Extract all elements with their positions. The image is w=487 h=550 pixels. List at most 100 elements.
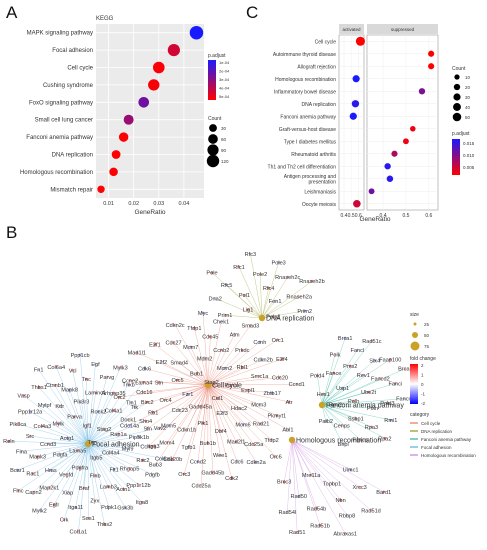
panel-a-category-label: Cushing syndrome — [43, 83, 94, 89]
network-edge — [207, 375, 260, 386]
gene-label: Bripl — [338, 442, 349, 448]
gene-label: Flnb — [90, 474, 101, 480]
gene-node — [295, 382, 299, 386]
gene-label: Rev1 — [357, 373, 370, 379]
gene-label: Prim2 — [297, 309, 312, 315]
gene-label: Pdgfb — [145, 472, 160, 478]
network-edge — [225, 315, 263, 319]
panel-c-facet-panel — [366, 34, 439, 211]
gene-node — [73, 415, 76, 418]
gene-node — [277, 261, 280, 264]
gene-label: Sos1 — [82, 516, 95, 522]
pathway-hub-node — [288, 436, 296, 444]
gene-label: Igf1 — [83, 424, 92, 430]
network-edge — [321, 404, 373, 409]
gene-node — [201, 311, 205, 315]
network-edge — [207, 321, 222, 386]
gene-label: Polh — [348, 399, 359, 405]
network-edge — [54, 385, 89, 445]
gene-node — [199, 483, 203, 487]
network-edge — [321, 400, 354, 406]
network-edge — [18, 443, 89, 491]
gene-node — [318, 524, 322, 527]
gene-label: Rnaseh2a — [286, 295, 312, 301]
panel-b-size-tick: 25 — [424, 322, 430, 327]
gene-label: Itga3 — [147, 444, 159, 450]
panel-a-dot — [111, 150, 121, 159]
gene-label: Parva — [67, 415, 83, 421]
network-edge — [56, 367, 89, 445]
panel-b-cnet-network: Rfc4Pol1Pole2Fen1Rfc5Rnaseh2cLig1Rfc1Rna… — [3, 252, 476, 538]
panel-c-category-label: Type I diabetes mellitus — [284, 139, 337, 145]
panel-a-dotplot: KEGG MAPK signaling pathway Focal adhesio… — [20, 16, 230, 216]
network-edge — [291, 439, 346, 534]
gene-node — [145, 400, 149, 404]
gene-node — [185, 428, 189, 431]
gene-node — [241, 423, 245, 426]
network-edge — [37, 443, 89, 457]
gene-node — [105, 375, 109, 379]
gene-node — [201, 421, 205, 425]
gene-node — [80, 400, 83, 403]
gene-node — [394, 382, 397, 385]
network-edge — [161, 361, 209, 386]
facet-strip-suppressed — [367, 24, 438, 34]
network-edge — [86, 379, 89, 445]
network-edge — [207, 383, 297, 386]
gene-label: E2f3 — [216, 411, 228, 417]
gene-node — [220, 411, 224, 415]
gene-label: Sho4 — [139, 419, 152, 425]
gene-node — [143, 390, 146, 394]
gene-label: Pdgfra — [72, 466, 89, 472]
panel-b-category-label: Homologous recombination — [421, 453, 476, 458]
network-edge — [207, 384, 290, 403]
gene-label: Bard1 — [376, 490, 391, 496]
gene-label: Cdc16 — [136, 390, 152, 396]
gene-label: Mcm4 — [159, 440, 174, 446]
gene-label: Cdc23 — [172, 408, 188, 414]
network-edge — [202, 312, 209, 386]
gene-node — [282, 480, 286, 483]
network-edge — [184, 384, 209, 474]
gene-label: Mad2l1 — [227, 440, 245, 446]
network-edge — [211, 272, 263, 319]
gene-label: Fance — [326, 371, 342, 377]
gene-node — [404, 367, 407, 371]
panel-a-dot — [138, 96, 150, 108]
gene-label: Pip5k1b — [129, 435, 149, 441]
network-edge — [87, 443, 109, 487]
panel-a-dot — [123, 114, 134, 125]
gene-label: Lig1 — [243, 307, 254, 313]
panel-b-category-label: Cell cycle — [421, 421, 441, 426]
gene-label: Gadd45a — [189, 404, 213, 410]
network-edge — [291, 439, 317, 509]
gene-node — [258, 272, 262, 276]
gene-label: Pole2 — [253, 272, 267, 278]
panel-a-count-tick: 90 — [221, 148, 227, 153]
panel-c-dot — [351, 100, 360, 108]
gene-node — [343, 532, 347, 535]
gene-node — [235, 460, 239, 463]
gene-label: Pik3r3 — [73, 399, 89, 405]
network-edge — [321, 359, 391, 406]
gene-node — [315, 507, 318, 510]
gene-label: Smc1a — [251, 374, 269, 380]
panel-b-size-tick: 75 — [424, 344, 430, 349]
panel-a-dot — [152, 61, 165, 74]
gene-label: Itga11 — [68, 505, 83, 511]
panel-c-count-key — [453, 93, 461, 101]
gene-label: Xrcc3 — [352, 485, 366, 491]
gene-label: Cdc6 — [230, 459, 243, 465]
gene-node — [349, 468, 352, 471]
gene-label: Pold3 — [380, 401, 394, 407]
panel-c-dot — [353, 199, 361, 208]
gene-label: Myc — [198, 311, 208, 317]
gene-node — [41, 424, 44, 428]
network-edge — [244, 295, 263, 319]
gene-node — [58, 452, 62, 456]
gene-node — [172, 341, 175, 344]
gene-label: Rad51b — [310, 523, 330, 529]
gene-label: Cdc45 — [202, 335, 218, 341]
panel-b-category-label: Focal adhesion — [421, 445, 452, 450]
